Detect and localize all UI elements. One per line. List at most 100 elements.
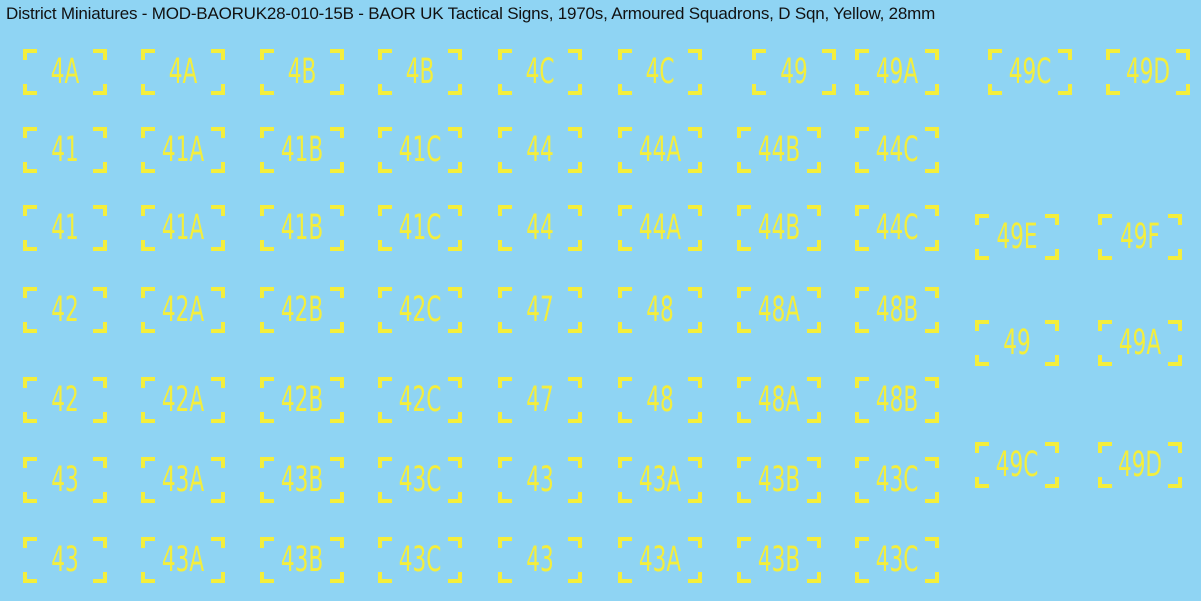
sign: 47 xyxy=(498,287,582,333)
sign-frame xyxy=(618,287,702,333)
sign: 49A xyxy=(1098,320,1182,366)
sign: 48A xyxy=(737,287,821,333)
sign: 42B xyxy=(260,377,344,423)
sign: 42A xyxy=(141,377,225,423)
sign: 43C xyxy=(378,537,462,583)
sign: 4C xyxy=(498,49,582,95)
sign-label: 43B xyxy=(758,538,800,579)
sign: 49D xyxy=(1098,442,1182,488)
sign-frame xyxy=(737,457,821,503)
sign-frame xyxy=(618,457,702,503)
sign-label: 44C xyxy=(876,206,919,247)
sign-frame xyxy=(737,287,821,333)
sign-label: 41 xyxy=(51,206,78,247)
sign: 41B xyxy=(260,127,344,173)
sign-frame xyxy=(378,377,462,423)
sign: 48 xyxy=(618,287,702,333)
sign-label: 49A xyxy=(876,50,918,91)
sign-label: 43B xyxy=(758,458,800,499)
sign-label: 43 xyxy=(51,538,78,579)
sign-frame xyxy=(855,205,939,251)
sign-frame xyxy=(23,49,107,95)
sign: 43C xyxy=(855,537,939,583)
sign-label: 49C xyxy=(996,443,1039,484)
sign-frame xyxy=(378,49,462,95)
sign-frame xyxy=(141,537,225,583)
sign: 49E xyxy=(975,214,1059,260)
sign: 43 xyxy=(23,537,107,583)
sign-frame xyxy=(23,377,107,423)
sign-frame xyxy=(737,537,821,583)
sign-label: 43 xyxy=(526,458,553,499)
sign-frame xyxy=(737,127,821,173)
sign-label: 41 xyxy=(51,128,78,169)
sign-frame xyxy=(498,377,582,423)
sign: 41C xyxy=(378,205,462,251)
sign-label: 44A xyxy=(639,206,681,247)
sign-label: 4C xyxy=(526,50,555,91)
sign-label: 4C xyxy=(646,50,675,91)
sign: 49D xyxy=(1106,49,1190,95)
sign-frame xyxy=(378,205,462,251)
sign-label: 49D xyxy=(1126,50,1170,91)
sign-label: 42C xyxy=(399,288,442,329)
sign: 43C xyxy=(378,457,462,503)
sign: 49C xyxy=(975,442,1059,488)
sign: 49A xyxy=(855,49,939,95)
sign-frame xyxy=(260,127,344,173)
sign-frame xyxy=(1106,49,1190,95)
sign-label: 43C xyxy=(399,458,442,499)
sign-frame xyxy=(498,49,582,95)
sign: 4C xyxy=(618,49,702,95)
sign-frame xyxy=(975,320,1059,366)
sign-frame xyxy=(260,377,344,423)
sign-frame xyxy=(1098,214,1182,260)
sign: 48B xyxy=(855,287,939,333)
sign-frame xyxy=(618,127,702,173)
sign-frame xyxy=(855,537,939,583)
sign: 4B xyxy=(378,49,462,95)
sign: 44B xyxy=(737,205,821,251)
sign-label: 41B xyxy=(281,206,323,247)
sign-label: 44A xyxy=(639,128,681,169)
sign: 44C xyxy=(855,127,939,173)
sign-label: 42 xyxy=(51,378,78,419)
sign-frame xyxy=(618,49,702,95)
sign-frame xyxy=(618,377,702,423)
sign-frame xyxy=(260,49,344,95)
sign-label: 49 xyxy=(780,50,807,91)
sign-frame xyxy=(498,457,582,503)
sign: 47 xyxy=(498,377,582,423)
sign-label: 4B xyxy=(288,50,317,91)
sign: 43C xyxy=(855,457,939,503)
sign-label: 43C xyxy=(876,538,919,579)
sign: 43A xyxy=(618,537,702,583)
sign-label: 49D xyxy=(1118,443,1162,484)
sign-label: 42B xyxy=(281,288,323,329)
sign-label: 43B xyxy=(281,538,323,579)
sign-frame xyxy=(855,127,939,173)
sign: 44B xyxy=(737,127,821,173)
sign-label: 43 xyxy=(51,458,78,499)
sign-label: 43C xyxy=(399,538,442,579)
sign: 42B xyxy=(260,287,344,333)
sign-frame xyxy=(260,287,344,333)
sign-label: 42C xyxy=(399,378,442,419)
sign-label: 4A xyxy=(169,50,198,91)
sheet-title: District Miniatures - MOD-BAORUK28-010-1… xyxy=(6,4,936,23)
sign-label: 47 xyxy=(526,378,553,419)
sign-frame xyxy=(141,287,225,333)
sign-label: 41A xyxy=(162,128,204,169)
sign: 41C xyxy=(378,127,462,173)
sign-label: 48 xyxy=(646,288,673,329)
sign-label: 43B xyxy=(281,458,323,499)
sign-frame xyxy=(378,127,462,173)
sign: 49 xyxy=(752,49,836,95)
sign-frame xyxy=(855,377,939,423)
sign: 4B xyxy=(260,49,344,95)
sign-label: 48A xyxy=(758,378,800,419)
sign-frame xyxy=(378,537,462,583)
sign-frame xyxy=(141,127,225,173)
